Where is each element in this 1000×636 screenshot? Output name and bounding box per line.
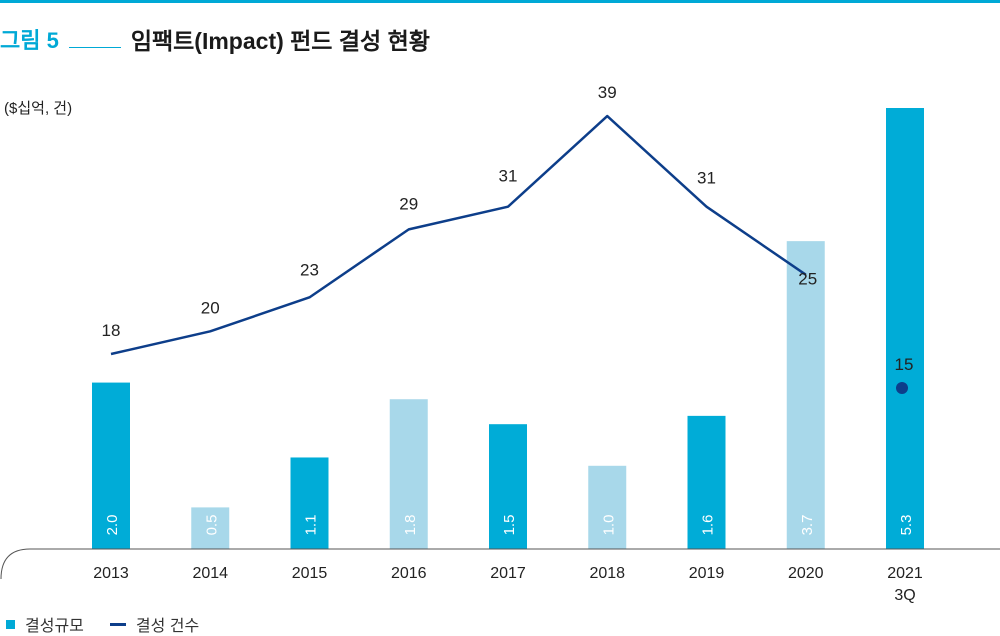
unit-label: ($십억, 건)	[4, 100, 73, 117]
bar-value-label: 1.5	[501, 515, 518, 536]
bar-value-label: 1.1	[303, 515, 320, 536]
line-value-label: 20	[201, 298, 220, 317]
legend-line-label: 결성 건수	[135, 618, 200, 635]
figure-title: 임팩트(Impact) 펀드 결성 현황	[130, 28, 430, 54]
x-tick-label: 2018	[589, 565, 625, 582]
bar-value-label: 2.0	[104, 515, 121, 536]
figure-header: 그림 5 임팩트(Impact) 펀드 결성 현황	[0, 24, 430, 54]
line-value-label: 31	[499, 167, 518, 186]
line-value-label: 23	[300, 260, 319, 279]
line-value-label: 18	[102, 321, 121, 340]
line-series	[110, 114, 807, 356]
x-tick-label: 2013	[93, 565, 129, 582]
line-value-label: 39	[598, 83, 617, 102]
x-tick-label: 2016	[391, 565, 427, 582]
line-value-label: 15	[895, 355, 914, 374]
top-rule	[0, 0, 1000, 3]
bar-value-label: 5.3	[898, 515, 915, 536]
bar	[786, 241, 825, 549]
bar	[588, 465, 627, 549]
x-tick-label: 2015	[292, 565, 328, 582]
x-tick-label: 2017	[490, 565, 526, 582]
line-value-label: 31	[697, 169, 716, 188]
x-tick-label: 2020	[788, 565, 824, 582]
bar-value-label: 3.7	[799, 515, 816, 536]
x-tick-label: 3Q	[894, 587, 915, 604]
x-axis-line	[0, 548, 1000, 580]
x-tick-label: 2019	[689, 565, 725, 582]
x-tick-label: 2014	[192, 565, 228, 582]
bar-value-label: 1.6	[700, 515, 717, 536]
figure-label: 그림 5	[0, 28, 59, 53]
bar	[191, 507, 230, 549]
bar-value-label: 1.0	[600, 515, 617, 536]
line-value-label: 25	[798, 270, 817, 289]
bar	[389, 399, 428, 549]
legend-line-swatch	[109, 622, 126, 626]
bar	[92, 382, 130, 549]
line-point	[896, 382, 908, 394]
bar	[290, 457, 329, 549]
legend-bar-swatch	[6, 619, 15, 629]
bar-value-label: 0.5	[203, 515, 220, 536]
bar	[489, 424, 527, 549]
legend-bar-label: 결성규모	[25, 618, 84, 635]
bar-value-label: 1.8	[402, 515, 419, 536]
bar	[886, 108, 924, 549]
line-value-label: 29	[399, 194, 418, 213]
x-tick-label: 2021	[887, 565, 923, 582]
figure-label-rule	[68, 46, 121, 48]
legend: 결성규모 결성 건수	[6, 612, 199, 636]
bar	[687, 415, 726, 549]
